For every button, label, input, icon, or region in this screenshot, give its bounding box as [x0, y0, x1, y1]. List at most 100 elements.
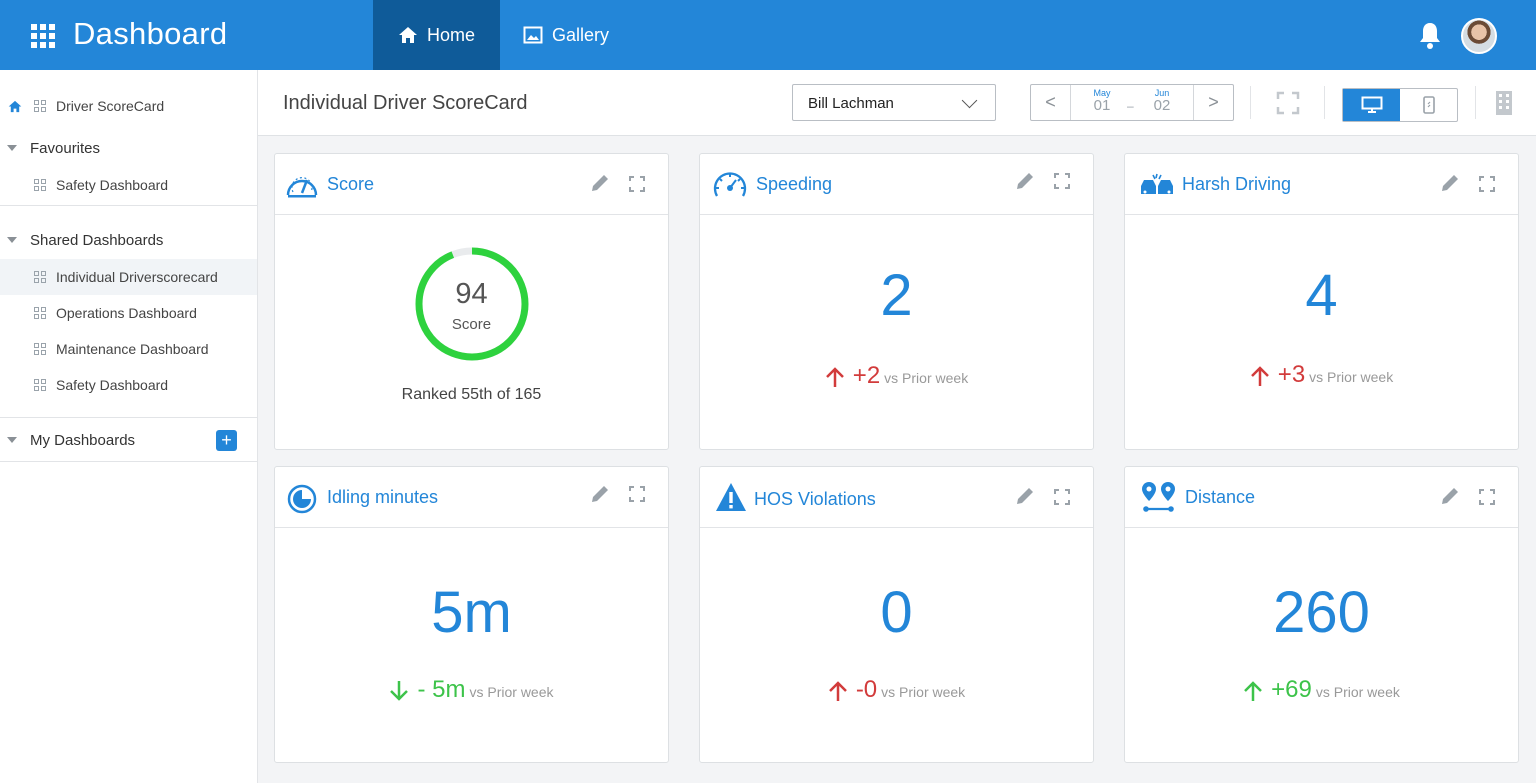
- sidebar-item-safety-dashboard-shared[interactable]: Safety Dashboard: [0, 367, 257, 403]
- favourites-header[interactable]: Favourites: [0, 128, 257, 168]
- fullscreen-icon[interactable]: [629, 486, 645, 502]
- collapse-caret-icon: [7, 145, 17, 151]
- next-date-button[interactable]: >: [1193, 85, 1233, 120]
- delta-caption: vs Prior week: [884, 370, 969, 386]
- distance-card: Distance 260 +69 vs Prior week: [1124, 466, 1519, 763]
- score-value: 94: [455, 278, 488, 310]
- idling-card: Idling minutes 5m - 5m vs Prior week: [274, 466, 669, 763]
- score-card: Score 94 Score Ranked 55th of 165: [274, 153, 669, 450]
- pencil-icon[interactable]: [1440, 173, 1460, 193]
- dashboard-grid-icon: [34, 179, 46, 191]
- date-from[interactable]: May 01: [1082, 88, 1122, 114]
- card-title: Distance: [1185, 487, 1256, 507]
- distance-delta: +69 vs Prior week: [1125, 676, 1518, 704]
- date-to-month: Jun: [1154, 88, 1170, 98]
- distance-value: 260: [1273, 580, 1370, 645]
- view-toggle[interactable]: [1342, 88, 1458, 122]
- speeding-card: Speeding 2 +2 vs Prior week: [699, 153, 1094, 450]
- chevron-down-icon: [961, 92, 978, 109]
- delta-value: - 5m: [417, 676, 466, 703]
- add-dashboard-button[interactable]: +: [216, 430, 237, 451]
- car-collision-icon: [1141, 173, 1173, 194]
- route-pins-icon: [1142, 482, 1175, 512]
- harsh-driving-delta: +3 vs Prior week: [1125, 361, 1518, 389]
- date-to-day: 02: [1153, 97, 1171, 114]
- home-icon: [398, 27, 417, 43]
- idling-value: 5m: [431, 580, 512, 645]
- idling-delta: - 5m vs Prior week: [275, 676, 668, 704]
- dashboard-grid-icon: [34, 100, 46, 112]
- mobile-view-button[interactable]: [1400, 89, 1457, 121]
- sidebar-item-safety-dashboard[interactable]: Safety Dashboard: [0, 167, 257, 203]
- sidebar-item-label: Operations Dashboard: [56, 305, 197, 321]
- sidebar-item-label: Safety Dashboard: [56, 177, 169, 193]
- sidebar-item-driver-scorecard[interactable]: Driver ScoreCard: [0, 88, 257, 124]
- user-avatar[interactable]: [1461, 18, 1497, 54]
- date-from-month: May: [1093, 88, 1111, 98]
- pencil-icon[interactable]: [590, 484, 610, 504]
- sidebar-item-maintenance-dashboard[interactable]: Maintenance Dashboard: [0, 331, 257, 367]
- card-header: Harsh Driving: [1125, 154, 1518, 215]
- shared-dashboards-header[interactable]: Shared Dashboards: [0, 220, 257, 260]
- date-to[interactable]: Jun 02: [1142, 88, 1182, 114]
- divider: [0, 205, 257, 206]
- delta-caption: vs Prior week: [881, 684, 966, 700]
- sidebar-item-label: Individual Driverscorecard: [56, 269, 218, 285]
- card-title: HOS Violations: [754, 489, 876, 509]
- prev-date-button[interactable]: <: [1031, 85, 1071, 120]
- pencil-icon[interactable]: [1015, 171, 1035, 191]
- favourites-title: Favourites: [30, 139, 101, 157]
- delta-value: +69: [1271, 676, 1312, 703]
- delta-caption: vs Prior week: [469, 684, 554, 700]
- divider: [0, 461, 257, 462]
- rank-text: Ranked 55th of 165: [401, 386, 542, 403]
- speeding-value: 2: [880, 263, 913, 328]
- fullscreen-icon[interactable]: [1276, 91, 1300, 115]
- dashboard-grid-icon: [34, 307, 46, 319]
- card-title: Speeding: [756, 174, 833, 194]
- nav-tab-home[interactable]: Home: [373, 0, 500, 70]
- apps-grid-icon[interactable]: [31, 24, 55, 48]
- fullscreen-icon[interactable]: [1054, 489, 1070, 505]
- image-icon: [523, 26, 543, 44]
- pencil-icon[interactable]: [1440, 486, 1460, 506]
- divider: [1250, 86, 1251, 119]
- dashboard-grid-icon: [34, 379, 46, 391]
- toolbar: Individual Driver ScoreCard Bill Lachman…: [258, 70, 1536, 136]
- pencil-icon[interactable]: [590, 173, 610, 193]
- my-dashboards-header[interactable]: My Dashboards: [0, 420, 257, 460]
- dashboard-grid-icon: [34, 343, 46, 355]
- sidebar-item-label: Maintenance Dashboard: [56, 341, 209, 357]
- card-title: Score: [327, 174, 375, 194]
- pencil-icon[interactable]: [1015, 486, 1035, 506]
- sidebar: Driver ScoreCard Favourites Safety Dashb…: [0, 70, 258, 783]
- divider: [0, 417, 257, 418]
- divider: [1324, 86, 1325, 119]
- sidebar-item-individual-driverscorecard[interactable]: Individual Driverscorecard: [0, 259, 257, 295]
- hos-violations-delta: -0 vs Prior week: [700, 676, 1093, 704]
- notification-bell-icon[interactable]: [1417, 21, 1443, 50]
- delta-caption: vs Prior week: [1315, 684, 1400, 700]
- sidebar-item-operations-dashboard[interactable]: Operations Dashboard: [0, 295, 257, 331]
- card-title: Idling minutes: [327, 487, 439, 507]
- card-header: HOS Violations: [700, 467, 1093, 528]
- arrow-up-icon: [828, 680, 847, 701]
- fullscreen-icon[interactable]: [629, 176, 645, 192]
- fullscreen-icon[interactable]: [1479, 176, 1495, 192]
- nav-home-label: Home: [426, 24, 475, 45]
- collapse-caret-icon: [7, 237, 17, 243]
- delta-value: +2: [852, 362, 881, 389]
- score-gauge: [415, 247, 529, 361]
- desktop-view-button[interactable]: [1343, 89, 1400, 121]
- nav-tab-gallery[interactable]: Gallery: [523, 0, 609, 70]
- driver-select[interactable]: Bill Lachman: [792, 84, 996, 121]
- arrow-up-icon: [1250, 365, 1269, 386]
- page-title: Individual Driver ScoreCard: [283, 92, 528, 114]
- fullscreen-icon[interactable]: [1479, 489, 1495, 505]
- building-icon[interactable]: [1495, 90, 1513, 116]
- desktop-icon: [1361, 96, 1382, 113]
- date-range-picker[interactable]: < May 01 – Jun 02 >: [1030, 84, 1234, 121]
- fullscreen-icon[interactable]: [1054, 173, 1070, 189]
- card-header: Distance: [1125, 467, 1518, 528]
- sidebar-item-label: Safety Dashboard: [56, 377, 169, 393]
